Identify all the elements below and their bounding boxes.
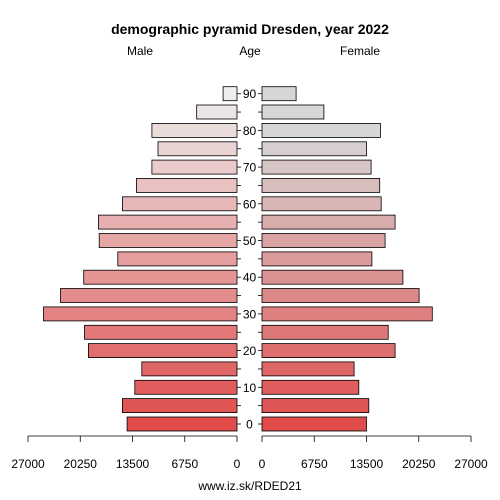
bar-female-age-60 [261, 196, 382, 212]
bar-female-age-70 [261, 159, 372, 175]
female-bars [261, 86, 433, 432]
age-tick-label-50: 50 [243, 234, 257, 248]
bar-female-age-35 [261, 288, 420, 303]
bar-male-age-30 [43, 306, 238, 322]
bar-male-age-90 [222, 86, 238, 102]
x-tick-label-male-13500: 13500 [116, 457, 150, 471]
x-tick-label-female-6750: 6750 [301, 457, 328, 471]
bar-male-age-40 [83, 269, 238, 285]
x-tick-label-female-13500: 13500 [350, 457, 384, 471]
bar-male-age-70 [151, 159, 238, 175]
chart-title: demographic pyramid Dresden, year 2022 [111, 21, 389, 37]
bar-male-age-25 [84, 324, 238, 340]
age-tick-label-30: 30 [243, 307, 257, 321]
bar-male-age-65 [135, 177, 238, 193]
x-axis-female: 27000 20250 13500 6750 0 [259, 435, 488, 471]
bar-female-age-30 [261, 306, 433, 322]
age-tick-label-70: 70 [243, 161, 257, 175]
age-tick-label-0: 0 [246, 418, 253, 432]
male-bars [43, 86, 238, 432]
bar-male-age-45 [117, 251, 238, 267]
bar-male-age-55 [98, 214, 238, 230]
bar-female-age-90 [261, 86, 297, 102]
bar-male-age-80 [151, 123, 238, 138]
age-tick-label-80: 80 [243, 124, 257, 138]
bar-male-age-75 [157, 141, 238, 157]
bar-female-age-10 [261, 379, 360, 395]
bar-female-age-25 [261, 324, 389, 340]
x-tick-label-male-0: 0 [234, 457, 241, 471]
bar-female-age-50 [261, 233, 386, 248]
bar-male-age-10 [134, 379, 238, 395]
bar-male-age-5 [122, 398, 238, 414]
bar-female-age-5 [261, 398, 370, 414]
age-tick-label-90: 90 [243, 87, 257, 101]
bar-female-age-55 [261, 214, 396, 230]
x-tick-label-male-20250: 20250 [64, 457, 98, 471]
x-tick-label-male-27000: 27000 [11, 457, 45, 471]
x-axis-male: 27000 20250 13500 6750 0 [11, 435, 241, 471]
bar-female-age-80 [261, 123, 381, 138]
bar-female-age-0 [261, 416, 367, 432]
x-tick-label-female-20250: 20250 [402, 457, 436, 471]
female-label: Female [340, 44, 380, 58]
male-label: Male [127, 44, 153, 58]
bar-female-age-65 [261, 177, 381, 193]
bar-female-age-75 [261, 141, 367, 157]
bar-male-age-35 [60, 288, 238, 303]
bar-male-age-60 [122, 196, 238, 212]
x-tick-label-male-6750: 6750 [171, 457, 198, 471]
age-axis: 0 10 20 30 40 50 60 70 80 90 [237, 87, 262, 432]
bar-male-age-85 [196, 104, 238, 120]
bar-female-age-85 [261, 104, 325, 120]
bar-male-age-50 [98, 233, 238, 248]
age-tick-label-40: 40 [243, 271, 257, 285]
x-tick-label-female-27000: 27000 [454, 457, 488, 471]
age-tick-label-10: 10 [243, 381, 257, 395]
age-tick-label-20: 20 [243, 344, 257, 358]
bar-male-age-15 [141, 361, 238, 377]
bar-female-age-40 [261, 269, 404, 285]
bar-female-age-45 [261, 251, 373, 267]
bar-female-age-15 [261, 361, 355, 377]
bar-male-age-20 [88, 343, 238, 359]
source-footer: www.iz.sk/RDED21 [197, 479, 302, 493]
x-tick-label-female-0: 0 [259, 457, 266, 471]
age-tick-label-60: 60 [243, 197, 257, 211]
bar-female-age-20 [261, 343, 396, 359]
age-label: Age [239, 44, 261, 58]
bar-male-age-0 [126, 416, 238, 432]
